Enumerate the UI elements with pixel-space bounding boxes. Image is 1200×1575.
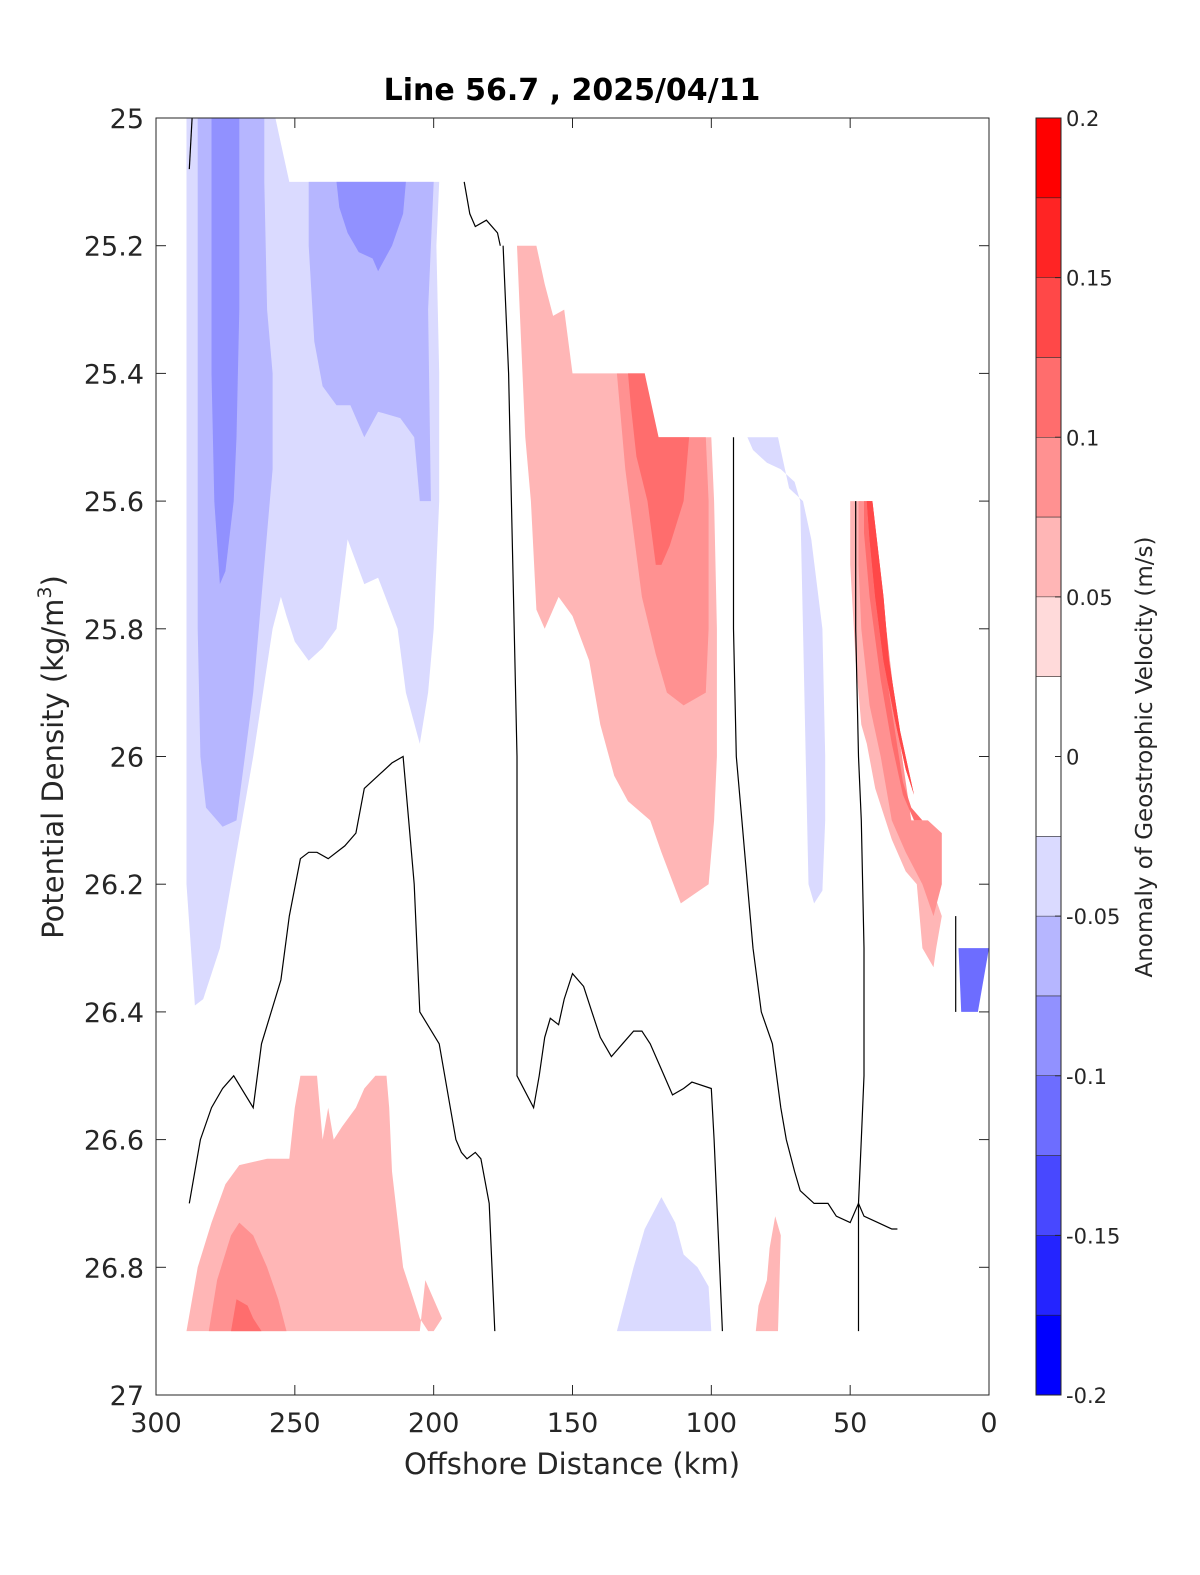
contour-region-15 (208, 1222, 287, 1332)
contour-region-5 (517, 245, 717, 904)
x-tick-label: 200 (408, 1408, 460, 1439)
y-tick-label: 26.2 (84, 870, 144, 901)
y-tick-label: 26.6 (84, 1126, 144, 1157)
x-axis: 300 250 200 150 100 50 0 (130, 118, 998, 1439)
contour-region-17 (616, 1197, 712, 1332)
y-tick-label: 26 (110, 743, 144, 774)
zero-contour-line-1 (463, 181, 501, 246)
colorbar-band (1036, 437, 1061, 518)
colorbar-band (1036, 277, 1061, 358)
x-axis-label: Offshore Distance (km) (404, 1447, 740, 1481)
colorbar: 0.2 0.15 0.1 0.05 0 -0.05 -0.1 -0.15 -0.2 (1035, 107, 1120, 1408)
zero-contour-line-3 (188, 755, 496, 1332)
colorbar-band (1036, 1155, 1061, 1236)
colorbar-band (1036, 836, 1061, 917)
colorbar-label: Anomaly of Geostrophic Velocity (m/s) (1132, 537, 1158, 978)
contour-region-13 (747, 437, 826, 904)
colorbar-band (1036, 118, 1061, 198)
y-axis-label: Potential Density (kg/m3) (34, 575, 70, 939)
contour-region-19 (958, 948, 989, 1012)
y-tick-label: 25.4 (84, 359, 144, 390)
x-tick-label: 300 (130, 1408, 182, 1439)
zero-contour-lines (188, 118, 957, 1332)
colorbar-ticks: 0.2 0.15 0.1 0.05 0 -0.05 -0.1 -0.15 -0.2 (1055, 107, 1120, 1408)
colorbar-band (1036, 197, 1061, 278)
y-axis-label-superscript: 3 (34, 586, 56, 598)
x-tick-label: 250 (269, 1408, 321, 1439)
zero-contour-line-5 (855, 501, 865, 1332)
zero-contour-line-0 (188, 118, 193, 170)
colorbar-band (1036, 1315, 1061, 1395)
y-axis: 25 25.2 25.4 25.6 25.8 26 26.2 26.4 26.6 26.8 27 (84, 104, 989, 1412)
y-tick-label: 26.8 (84, 1253, 144, 1284)
colorbar-band (1036, 916, 1061, 996)
chart-title: Line 56.7 , 2025/04/11 (384, 73, 761, 108)
contour-region-4 (336, 181, 406, 272)
y-tick-label: 25.8 (84, 615, 144, 646)
colorbar-band (1036, 995, 1061, 1076)
x-tick-label: 50 (833, 1408, 867, 1439)
colorbar-tick-label: 0.05 (1066, 586, 1113, 610)
colorbar-tick-label: 0.1 (1066, 426, 1099, 450)
colorbar-band (1036, 1075, 1061, 1156)
colorbar-band (1036, 357, 1061, 438)
contour-region-7 (628, 373, 690, 565)
colorbar-tick-label: 0.2 (1066, 107, 1099, 131)
y-axis-label-close: ) (36, 575, 70, 586)
contour-fills (186, 118, 989, 1332)
colorbar-tick-label: -0.1 (1066, 1065, 1107, 1089)
colorbar-tick-label: -0.2 (1066, 1384, 1107, 1408)
colorbar-band (1036, 596, 1061, 677)
colorbar-tick-label: -0.05 (1066, 905, 1120, 929)
colorbar-tick-label: 0.15 (1066, 267, 1113, 291)
contour-region-3 (211, 118, 240, 585)
colorbar-tick-label: -0.15 (1066, 1224, 1120, 1248)
y-tick-label: 27 (110, 1381, 144, 1412)
contour-region-2 (308, 181, 434, 502)
contour-region-12 (866, 501, 914, 795)
contour-region-16 (231, 1299, 262, 1332)
x-tick-label: 100 (686, 1408, 738, 1439)
y-tick-label: 25.6 (84, 487, 144, 518)
zero-contour-line-2 (502, 245, 723, 1332)
x-tick-label: 0 (980, 1408, 997, 1439)
zero-contour-line-4 (732, 437, 898, 1230)
colorbar-tick-label: 0 (1066, 746, 1079, 770)
plot-area: 300 250 200 150 100 50 0 2525.225.425.625.8262… (84, 104, 998, 1439)
colorbar-band (1036, 1235, 1061, 1316)
y-tick-label: 25 (110, 104, 144, 135)
y-axis-label-main: Potential Density (kg/m (36, 599, 70, 939)
colorbar-band (1036, 517, 1061, 597)
y-tick-label: 26.4 (84, 998, 144, 1029)
x-tick-label: 150 (547, 1408, 599, 1439)
contour-region-18 (755, 1216, 781, 1332)
y-tick-label: 25.2 (84, 232, 144, 263)
